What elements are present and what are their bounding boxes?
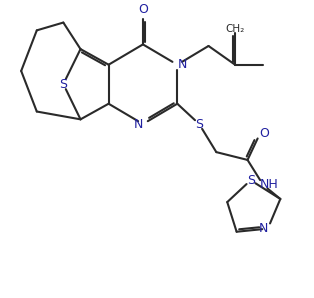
Text: N: N [177, 58, 187, 71]
Text: NH: NH [259, 179, 278, 191]
Text: N: N [133, 117, 143, 131]
Text: S: S [195, 117, 203, 131]
Text: S: S [59, 77, 67, 91]
Text: S: S [247, 174, 255, 187]
Text: N: N [258, 222, 268, 235]
Text: O: O [259, 127, 269, 140]
Text: O: O [138, 3, 148, 16]
Text: CH₂: CH₂ [225, 24, 245, 34]
